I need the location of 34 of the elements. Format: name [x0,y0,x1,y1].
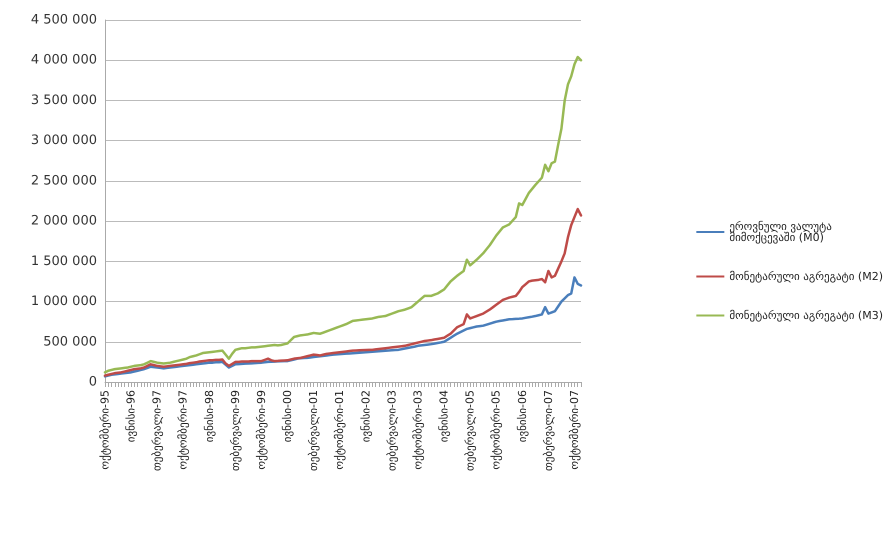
x-tick-label: ოქტომბერი-03 [411,390,424,470]
y-tick-label: 500 000 [43,334,97,350]
x-tick-label: ივნისი-96 [124,390,138,442]
y-tick-label: 1 500 000 [30,254,97,269]
legend-label: მონეტარული აგრეგატი (M2) [729,270,884,283]
x-tick-label: თებერვალი-97 [150,390,164,472]
x-tick-label: თებერვალი-05 [464,390,477,472]
y-tick-label: 2 000 000 [30,214,97,229]
line-series [104,208,582,377]
x-tick-label: ოქტომბერი-05 [490,390,503,470]
x-tick-label: ოქტომბერი-01 [333,390,346,470]
x-tick-label: ოქტომბერი-95 [98,390,112,470]
y-tick-label: 4 500 000 [30,12,97,28]
legend-label: ეროვნული ვალუტა მიმოქცევაში (M0) [729,220,836,244]
x-tick-label: თებერვალი-01 [307,390,320,472]
x-tick-label: ოქტომბერი-99 [254,390,268,470]
line-series [104,56,582,374]
x-tick-label: ივნისი-02 [359,390,372,442]
x-tick-label: თებერვალი-03 [385,390,398,472]
y-tick-label: 3 000 000 [30,133,97,148]
x-tick-label: ივნისი-04 [438,390,451,442]
y-tick-label: 4 000 000 [30,52,97,68]
x-tick-label: თებერვალი-07 [542,390,555,472]
x-tick-label: ივნისი-00 [281,390,294,442]
y-tick-label: 3 500 000 [30,92,97,108]
x-tick-label: ოქტომბერი-07 [568,390,581,470]
x-tick-label: თებერვალი-99 [228,390,242,472]
x-tick-label: ივნისი-98 [202,390,216,442]
x-tick-label: ივნისი-06 [516,390,529,442]
legend-label: მონეტარული აგრეგატი (M3) [729,309,884,322]
y-tick-label: 2 500 000 [30,173,97,188]
y-tick-label: 0 [88,374,97,390]
x-tick-label: ოქტომბერი-97 [176,390,190,470]
y-tick-label: 1 000 000 [30,294,97,310]
